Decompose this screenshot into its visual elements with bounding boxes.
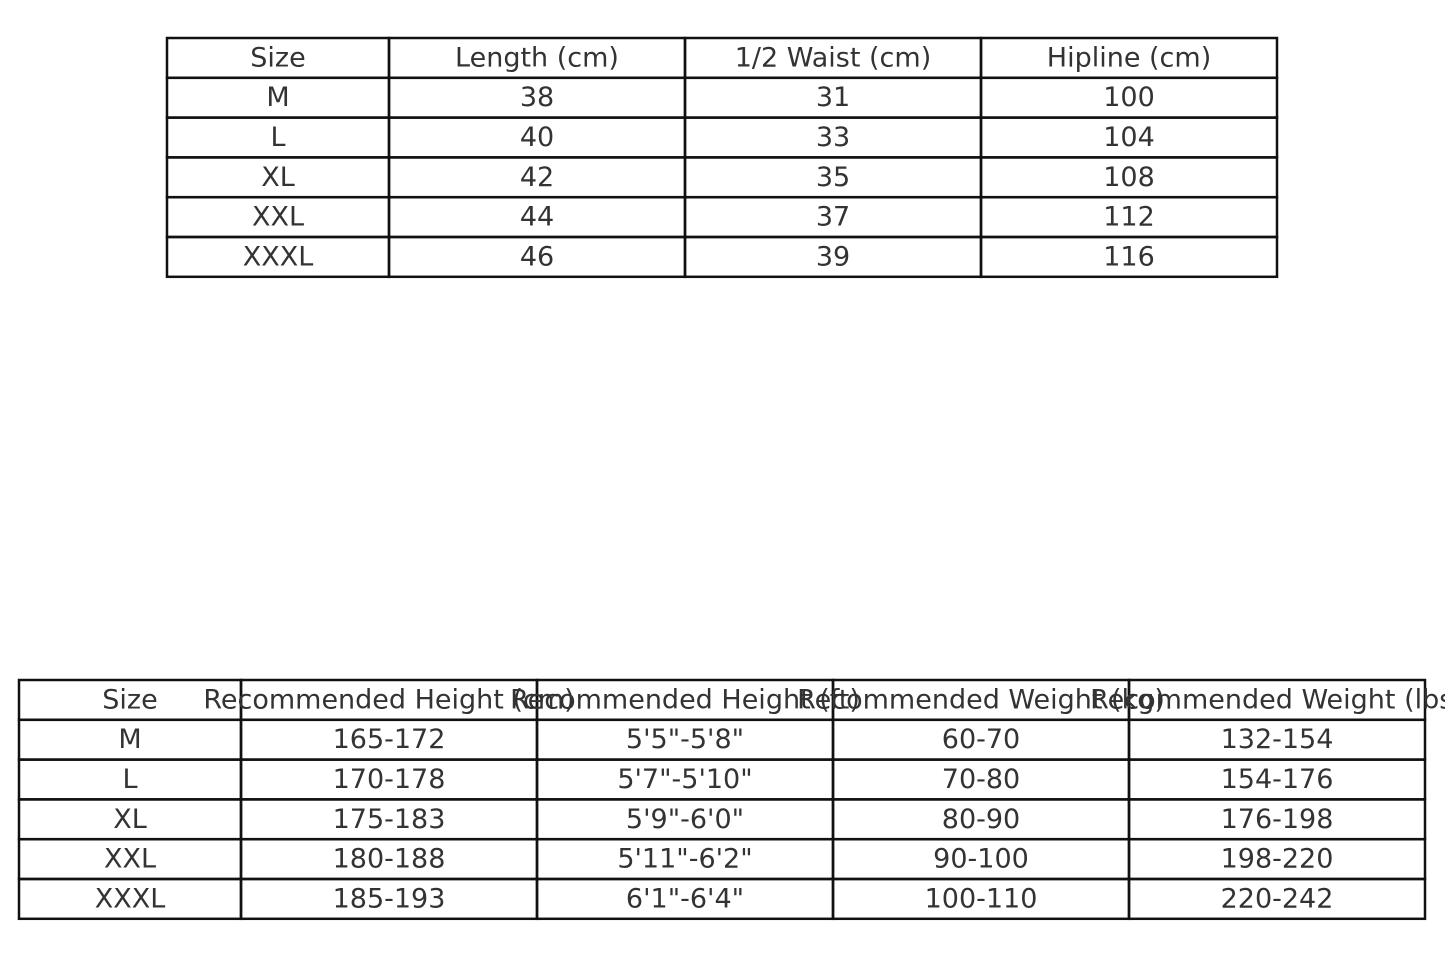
cell-text: XXL [252, 202, 304, 233]
cell-text: L [270, 122, 285, 153]
cell-text: XL [261, 162, 295, 193]
cell-text: 112 [1103, 202, 1155, 233]
cell-text: 165-172 [333, 724, 446, 755]
cell-text: XXXL [243, 241, 314, 272]
cell-text: 5'11"-6'2" [617, 844, 752, 875]
cell-text: XL [113, 804, 147, 835]
cell-text: M [266, 82, 289, 113]
cell-text: 40 [520, 122, 554, 153]
cell-text: 39 [816, 241, 850, 272]
header-text: Recommended Height (ft) [510, 684, 860, 715]
cell-text: 175-183 [333, 804, 446, 835]
cell-text: 60-70 [942, 724, 1020, 755]
cell-text: L [122, 764, 137, 795]
cell-text: 5'5"-5'8" [626, 724, 744, 755]
cell-text: XXL [104, 844, 156, 875]
cell-text: 6'1"-6'4" [626, 883, 744, 914]
table-cell [979, 235, 1279, 279]
header-text: 1/2 Waist (cm) [735, 42, 932, 73]
cell-text: 80-90 [942, 804, 1020, 835]
cell-text: M [118, 724, 141, 755]
cell-text: 100-110 [925, 883, 1038, 914]
cell-text: 44 [520, 202, 554, 233]
cell-text: 116 [1103, 241, 1155, 272]
cell-text: 70-80 [942, 764, 1020, 795]
header-text: Size [250, 42, 305, 73]
cell-text: 176-198 [1221, 804, 1334, 835]
header-text: Recommended Height (cm) [203, 684, 574, 715]
cell-text: 5'7"-5'10" [617, 764, 752, 795]
header-text: Length (cm) [455, 42, 619, 73]
header-text: Hipline (cm) [1047, 42, 1211, 73]
cell-text: 100 [1103, 82, 1155, 113]
cell-text: 35 [816, 162, 850, 193]
cell-text: 33 [816, 122, 850, 153]
cell-text: 104 [1103, 122, 1155, 153]
cell-text: 198-220 [1221, 844, 1334, 875]
cell-text: XXXL [95, 883, 166, 914]
header-text: Recommended Weight (kg) [797, 684, 1165, 715]
cell-text: 180-188 [333, 844, 446, 875]
cell-text: 220-242 [1221, 883, 1334, 914]
cell-text: 170-178 [333, 764, 446, 795]
header-text: Recommended Weight (lbs) [1090, 684, 1445, 715]
table-cell [1127, 877, 1427, 921]
cell-text: 5'9"-6'0" [626, 804, 744, 835]
header-text: Size [102, 684, 157, 715]
cell-text: 90-100 [933, 844, 1029, 875]
cell-text: 108 [1103, 162, 1155, 193]
cell-text: 37 [816, 202, 850, 233]
cell-text: 154-176 [1221, 764, 1334, 795]
cell-text: 42 [520, 162, 554, 193]
cell-text: 185-193 [333, 883, 446, 914]
cell-text: 46 [520, 241, 554, 272]
cell-text: 132-154 [1221, 724, 1334, 755]
cell-text: 31 [816, 82, 850, 113]
cell-text: 38 [520, 82, 554, 113]
